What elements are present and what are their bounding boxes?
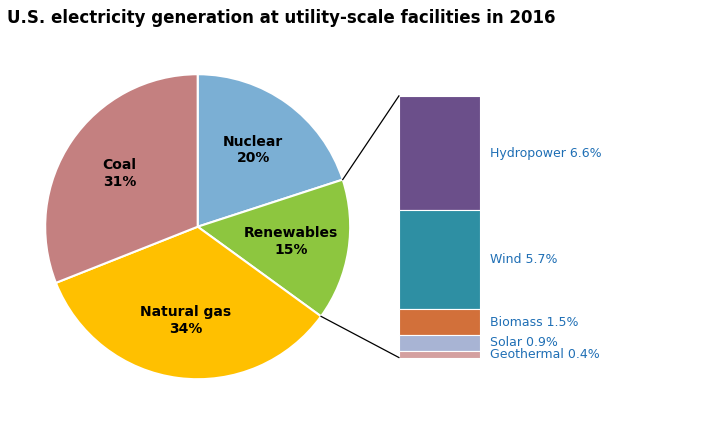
- Text: Wind 5.7%: Wind 5.7%: [490, 253, 558, 266]
- Text: Hydropower 6.6%: Hydropower 6.6%: [490, 146, 602, 160]
- Bar: [399, 210, 480, 309]
- Bar: [399, 309, 480, 335]
- Bar: [399, 351, 480, 358]
- Wedge shape: [198, 74, 342, 227]
- Text: Geothermal 0.4%: Geothermal 0.4%: [490, 347, 600, 361]
- Wedge shape: [45, 74, 198, 283]
- Bar: [399, 335, 480, 351]
- Text: Natural gas
34%: Natural gas 34%: [140, 306, 232, 336]
- Text: Solar 0.9%: Solar 0.9%: [490, 336, 558, 349]
- Bar: [399, 96, 480, 210]
- Text: U.S. electricity generation at utility-scale facilities in 2016: U.S. electricity generation at utility-s…: [7, 9, 556, 27]
- Text: Renewables
15%: Renewables 15%: [244, 226, 338, 257]
- Text: Biomass 1.5%: Biomass 1.5%: [490, 316, 579, 328]
- Text: Coal
31%: Coal 31%: [102, 158, 136, 189]
- Wedge shape: [198, 180, 350, 317]
- Wedge shape: [56, 227, 321, 379]
- Text: Nuclear
20%: Nuclear 20%: [223, 135, 283, 165]
